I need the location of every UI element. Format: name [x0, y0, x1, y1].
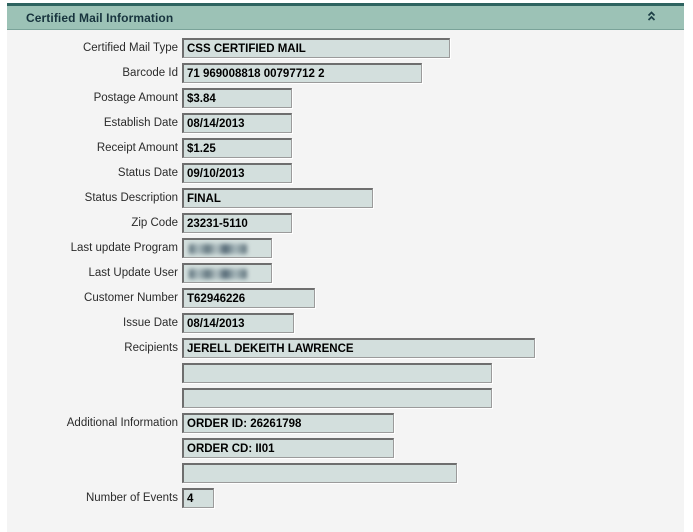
certified-mail-panel: Certified Mail Information Certified Mai…	[7, 3, 684, 532]
field-value: 08/14/2013	[187, 117, 245, 130]
field-label: Status Date	[117, 167, 178, 179]
panel-header: Certified Mail Information	[7, 3, 684, 30]
field-row-last-update-program: Last update Program	[7, 238, 684, 258]
field-label: Issue Date	[123, 317, 178, 329]
field-row-additional-information: Additional Information ORDER ID: 2626179…	[7, 413, 684, 433]
field-row-postage-amount: Postage Amount $3.84	[7, 88, 684, 108]
field-label: Zip Code	[131, 217, 178, 229]
panel-title: Certified Mail Information	[26, 10, 174, 25]
field-input-certified-mail-type[interactable]: CSS CERTIFIED MAIL	[182, 38, 450, 58]
field-value: ORDER ID: 26261798	[187, 417, 302, 430]
collapse-button[interactable]	[644, 11, 658, 25]
field-input-continuation-17[interactable]	[182, 463, 457, 483]
field-value: 08/14/2013	[187, 317, 245, 330]
field-value: ORDER CD: II01	[187, 442, 275, 455]
field-row-number-of-events: Number of Events 4	[7, 488, 684, 508]
field-input-recipients[interactable]: JERELL DEKEITH LAWRENCE	[182, 338, 535, 358]
field-row-receipt-amount: Receipt Amount $1.25	[7, 138, 684, 158]
field-label: Establish Date	[103, 117, 178, 129]
field-label: Last Update User	[88, 267, 179, 279]
field-value: $1.25	[187, 142, 216, 155]
field-row-status-description: Status Description FINAL	[7, 188, 684, 208]
field-value: 4	[187, 492, 194, 505]
field-value: T62946226	[187, 292, 246, 305]
field-label: Postage Amount	[93, 92, 178, 104]
field-input-last-update-program[interactable]	[182, 238, 272, 258]
field-label: Recipients	[124, 342, 178, 354]
field-input-zip-code[interactable]: 23231-5110	[182, 213, 292, 233]
field-input-status-date[interactable]: 09/10/2013	[182, 163, 292, 183]
field-label: Status Description	[84, 192, 178, 204]
field-input-customer-number[interactable]: T62946226	[182, 288, 315, 308]
field-input-status-description[interactable]: FINAL	[182, 188, 373, 208]
field-row-continuation-13	[7, 363, 684, 383]
field-row-status-date: Status Date 09/10/2013	[7, 163, 684, 183]
field-input-postage-amount[interactable]: $3.84	[182, 88, 292, 108]
field-value: $3.84	[187, 92, 216, 105]
field-label: Receipt Amount	[96, 142, 178, 154]
field-value: FINAL	[187, 192, 221, 205]
field-value: 71 969008818 00797712 2	[187, 67, 325, 80]
field-value: JERELL DEKEITH LAWRENCE	[187, 342, 354, 355]
field-value: CSS CERTIFIED MAIL	[187, 42, 306, 55]
field-input-last-update-user[interactable]	[182, 263, 272, 283]
field-row-zip-code: Zip Code 23231-5110	[7, 213, 684, 233]
field-label: Last update Program	[70, 242, 178, 254]
field-input-establish-date[interactable]: 08/14/2013	[182, 113, 292, 133]
field-input-barcode-id[interactable]: 71 969008818 00797712 2	[182, 63, 422, 83]
field-row-continuation-17	[7, 463, 684, 483]
fields-container: Certified Mail Type CSS CERTIFIED MAIL B…	[7, 30, 684, 532]
field-input-continuation-13[interactable]	[182, 363, 492, 383]
field-label: Barcode Id	[122, 67, 178, 79]
field-value: 23231-5110	[187, 217, 248, 230]
field-row-barcode-id: Barcode Id 71 969008818 00797712 2	[7, 63, 684, 83]
field-input-additional-information[interactable]: ORDER ID: 26261798	[182, 413, 394, 433]
field-label: Number of Events	[85, 492, 178, 504]
field-label: Certified Mail Type	[82, 42, 178, 54]
field-row-certified-mail-type: Certified Mail Type CSS CERTIFIED MAIL	[7, 38, 684, 58]
field-input-continuation-14[interactable]	[182, 388, 492, 408]
field-input-number-of-events[interactable]: 4	[182, 488, 214, 508]
field-input-issue-date[interactable]: 08/14/2013	[182, 313, 294, 333]
field-row-establish-date: Establish Date 08/14/2013	[7, 113, 684, 133]
field-label: Customer Number	[84, 292, 178, 304]
field-row-continuation-14	[7, 388, 684, 408]
field-row-last-update-user: Last Update User	[7, 263, 684, 283]
field-row-continuation-16: ORDER CD: II01	[7, 438, 684, 458]
field-value: 09/10/2013	[187, 167, 245, 180]
field-row-recipients: Recipients JERELL DEKEITH LAWRENCE	[7, 338, 684, 358]
field-row-issue-date: Issue Date 08/14/2013	[7, 313, 684, 333]
redacted-value	[189, 243, 248, 254]
field-input-receipt-amount[interactable]: $1.25	[182, 138, 292, 158]
field-label: Additional Information	[66, 417, 178, 429]
redacted-value	[189, 268, 248, 279]
field-input-continuation-16[interactable]: ORDER CD: II01	[182, 438, 394, 458]
field-row-customer-number: Customer Number T62946226	[7, 288, 684, 308]
chevron-double-up-icon	[646, 10, 657, 25]
